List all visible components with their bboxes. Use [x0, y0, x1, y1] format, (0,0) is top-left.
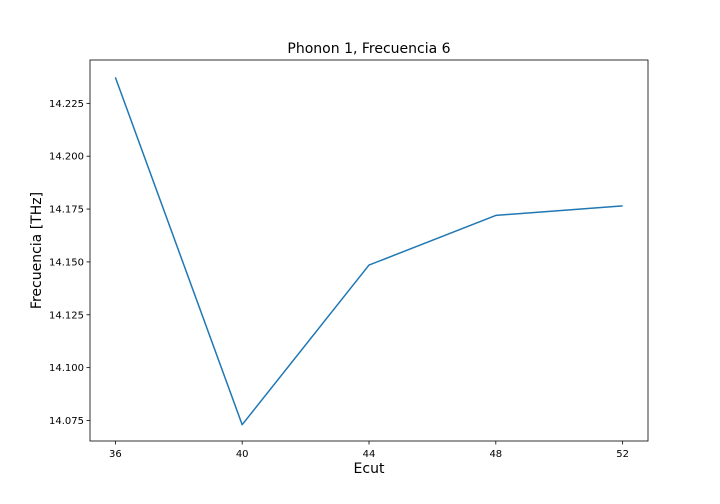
y-tick-label: 14.225	[49, 99, 84, 110]
plot-frame	[89, 59, 649, 442]
y-tick-label: 14.125	[49, 310, 84, 321]
y-tick-label: 14.075	[49, 416, 84, 427]
series-layer	[114, 77, 623, 426]
y-tick-label: 14.200	[49, 152, 84, 163]
y-tick-label: 14.175	[49, 205, 84, 216]
x-tick-label: 44	[363, 449, 376, 460]
x-tick-label: 40	[236, 449, 249, 460]
y-tick-label: 14.100	[49, 363, 84, 374]
y-axis-label: Frecuencia [THz]	[29, 192, 45, 309]
x-tick-label: 36	[109, 449, 122, 460]
x-tick-label: 52	[616, 449, 629, 460]
chart-title: Phonon 1, Frecuencia 6	[287, 41, 450, 57]
x-tick-label: 48	[489, 449, 502, 460]
x-axis-label: Ecut	[354, 461, 385, 477]
ticks-layer: 36 40 44 48 52 14.075 14.100 14.125 14.150 14.175…	[49, 99, 629, 460]
series-line	[114, 77, 623, 426]
y-tick-label: 14.150	[49, 257, 84, 268]
